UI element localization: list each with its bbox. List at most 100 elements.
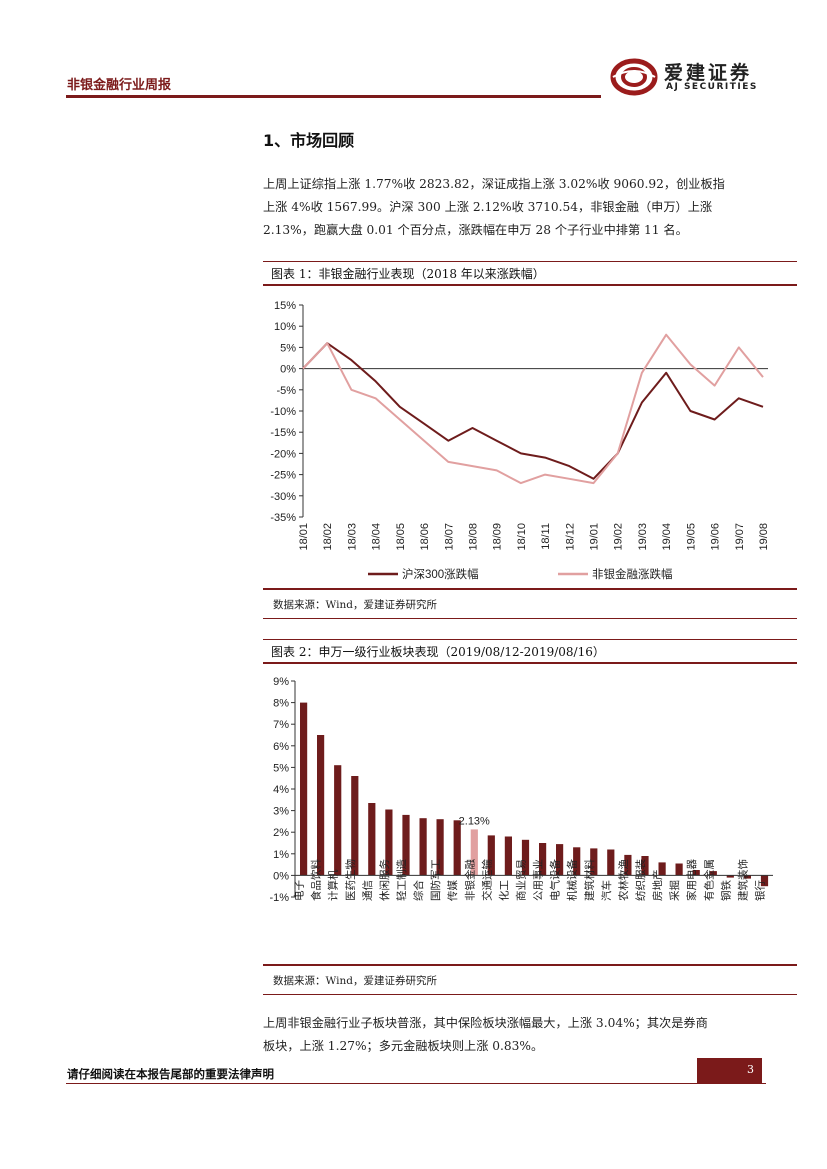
y-tick-label: -25%	[270, 470, 296, 482]
figure2-title: 图表 2：申万一级行业板块表现（2019/08/12-2019/08/16）	[271, 645, 605, 659]
bar-6	[385, 809, 393, 876]
outro-paragraph: 上周非银金融行业子板块普涨，其中保险板块涨幅最大，上涨 3.04%；其次是券商 …	[263, 1012, 783, 1058]
x-tick-label: 食品饮料	[310, 859, 323, 901]
bar-24	[692, 870, 700, 876]
x-tick-label: 医药生物	[344, 859, 357, 901]
x-tick-label: 18/03	[346, 523, 358, 551]
bar-26	[726, 875, 734, 878]
x-tick-label: 电子	[293, 880, 306, 901]
page-number: 3	[697, 1058, 762, 1083]
legal-notice: 请仔细阅读在本报告尾部的重要法律声明	[67, 1067, 274, 1081]
bar-14	[521, 839, 530, 876]
figure1-title: 图表 1：非银金融行业表现（2018 年以来涨跌幅）	[271, 267, 545, 281]
figure2-source: 数据来源：Wind，爱建证券研究所	[273, 975, 437, 987]
legend-label-2: 非银金融涨跌幅	[592, 567, 673, 581]
x-tick-label: 建筑装饰	[736, 859, 749, 901]
bar-20	[624, 854, 632, 876]
y-tick-label: -10%	[270, 406, 296, 418]
bar-18	[590, 848, 598, 876]
aj-securities-logo-icon	[610, 58, 658, 96]
x-tick-label: 国防军工	[429, 859, 442, 901]
logo-en-name: AJ SECURITIES	[666, 82, 758, 92]
y-tick-label: 0%	[273, 870, 289, 882]
series-line-1	[302, 342, 764, 480]
x-tick-label: 建筑材料	[583, 859, 596, 901]
bar-data-label: 2.13%	[459, 815, 490, 827]
bar-13	[504, 836, 512, 876]
x-tick-label: 19/04	[661, 523, 673, 551]
x-tick-label: 非银金融	[463, 859, 476, 901]
logo-cn-name: 爱建证券	[664, 62, 753, 84]
x-tick-label: 18/02	[322, 523, 334, 551]
x-tick-label: 汽车	[600, 880, 613, 901]
report-header-title: 非银金融行业周报	[67, 78, 172, 93]
bar-11	[470, 829, 478, 876]
y-tick-label: -30%	[270, 491, 296, 503]
bar-2	[317, 735, 325, 876]
x-tick-label: 钢铁	[719, 880, 732, 902]
figure2-bar-chart: 9% 8% 7% 6% 5% 4% 3% 2% 1% 0% -1% 电子 食品饮料 计算机 医药生物 通信 休闲…	[269, 676, 773, 904]
x-tick-label: 19/07	[734, 523, 746, 551]
x-tick-label: 18/01	[298, 523, 310, 551]
y-tick-label: 6%	[273, 741, 289, 753]
x-tick-label: 化工	[497, 880, 510, 901]
y-tick-label: 5%	[280, 342, 296, 354]
x-tick-label: 19/08	[758, 523, 770, 551]
bar-9	[436, 819, 444, 876]
figure1-bottom-rule	[263, 588, 797, 590]
y-tick-label: 2%	[273, 827, 289, 839]
x-tick-label: 19/06	[710, 523, 722, 551]
bar-28	[760, 875, 769, 887]
x-tick-label: 农林牧渔	[617, 859, 630, 901]
y-tick-label: 5%	[273, 762, 289, 774]
figure1-line-chart: 15%10%5%0%-5%-10%-15%-20%-25%-30%-35%18/…	[270, 300, 770, 581]
x-tick-label: 公用事业	[532, 859, 545, 901]
x-tick-label: 19/01	[589, 523, 601, 551]
header-divider	[66, 95, 601, 98]
outro-line: 上周非银金融行业子板块普涨，其中保险板块涨幅最大，上涨 3.04%；其次是券商	[263, 1016, 708, 1030]
x-tick-label: 综合	[412, 880, 425, 901]
bar-5	[368, 803, 376, 876]
x-tick-label: 18/06	[419, 523, 431, 551]
x-tick-label: 18/10	[516, 523, 528, 551]
x-tick-label: 18/12	[564, 523, 576, 551]
y-tick-label: 15%	[274, 300, 296, 312]
y-tick-label: -1%	[269, 892, 289, 904]
figure2-bottom-rule	[263, 964, 797, 966]
bar-27	[743, 875, 751, 879]
figure2-title-bar: 图表 2：申万一级行业板块表现（2019/08/12-2019/08/16）	[263, 639, 797, 664]
x-tick-label: 18/07	[443, 523, 455, 551]
bar-10	[453, 820, 461, 876]
bar-12	[487, 835, 495, 876]
bar-19	[607, 849, 615, 876]
y-tick-label: 9%	[273, 676, 289, 688]
bar-16	[556, 844, 564, 876]
y-tick-label: 4%	[273, 784, 289, 796]
x-tick-label: 18/05	[395, 523, 407, 551]
intro-paragraph: 上周上证综指上涨 1.77%收 2823.82，深证成指上涨 3.02%收 90…	[263, 173, 783, 242]
bar-17	[573, 847, 581, 876]
x-tick-label: 19/02	[613, 523, 625, 551]
bar-25	[709, 871, 717, 876]
x-tick-label: 18/04	[371, 523, 383, 551]
x-tick-label: 通信	[362, 880, 374, 901]
y-tick-label: -20%	[270, 448, 296, 460]
figure1-title-bar: 图表 1：非银金融行业表现（2018 年以来涨跌幅）	[263, 261, 797, 286]
footer-divider	[66, 1083, 766, 1084]
bar-4	[351, 776, 359, 876]
figure2-source-rule	[263, 994, 797, 995]
x-tick-label: 有色金属	[702, 859, 715, 901]
figure1-source: 数据来源：Wind，爱建证券研究所	[273, 599, 437, 611]
y-tick-label: 8%	[273, 698, 289, 710]
y-tick-label: 3%	[273, 806, 289, 818]
x-tick-label: 交通运输	[480, 859, 493, 901]
bar-3	[334, 765, 342, 876]
x-tick-label: 采掘	[668, 880, 681, 901]
y-tick-label: 10%	[274, 321, 296, 333]
x-tick-label: 19/05	[685, 523, 697, 551]
y-tick-label: -5%	[276, 385, 296, 397]
legend-label-1: 沪深300涨跌幅	[402, 567, 479, 581]
x-tick-label: 商业贸易	[514, 859, 527, 901]
outro-line: 板块，上涨 1.27%；多元金融板块则上涨 0.83%。	[263, 1039, 544, 1053]
y-tick-label: -35%	[270, 512, 296, 524]
